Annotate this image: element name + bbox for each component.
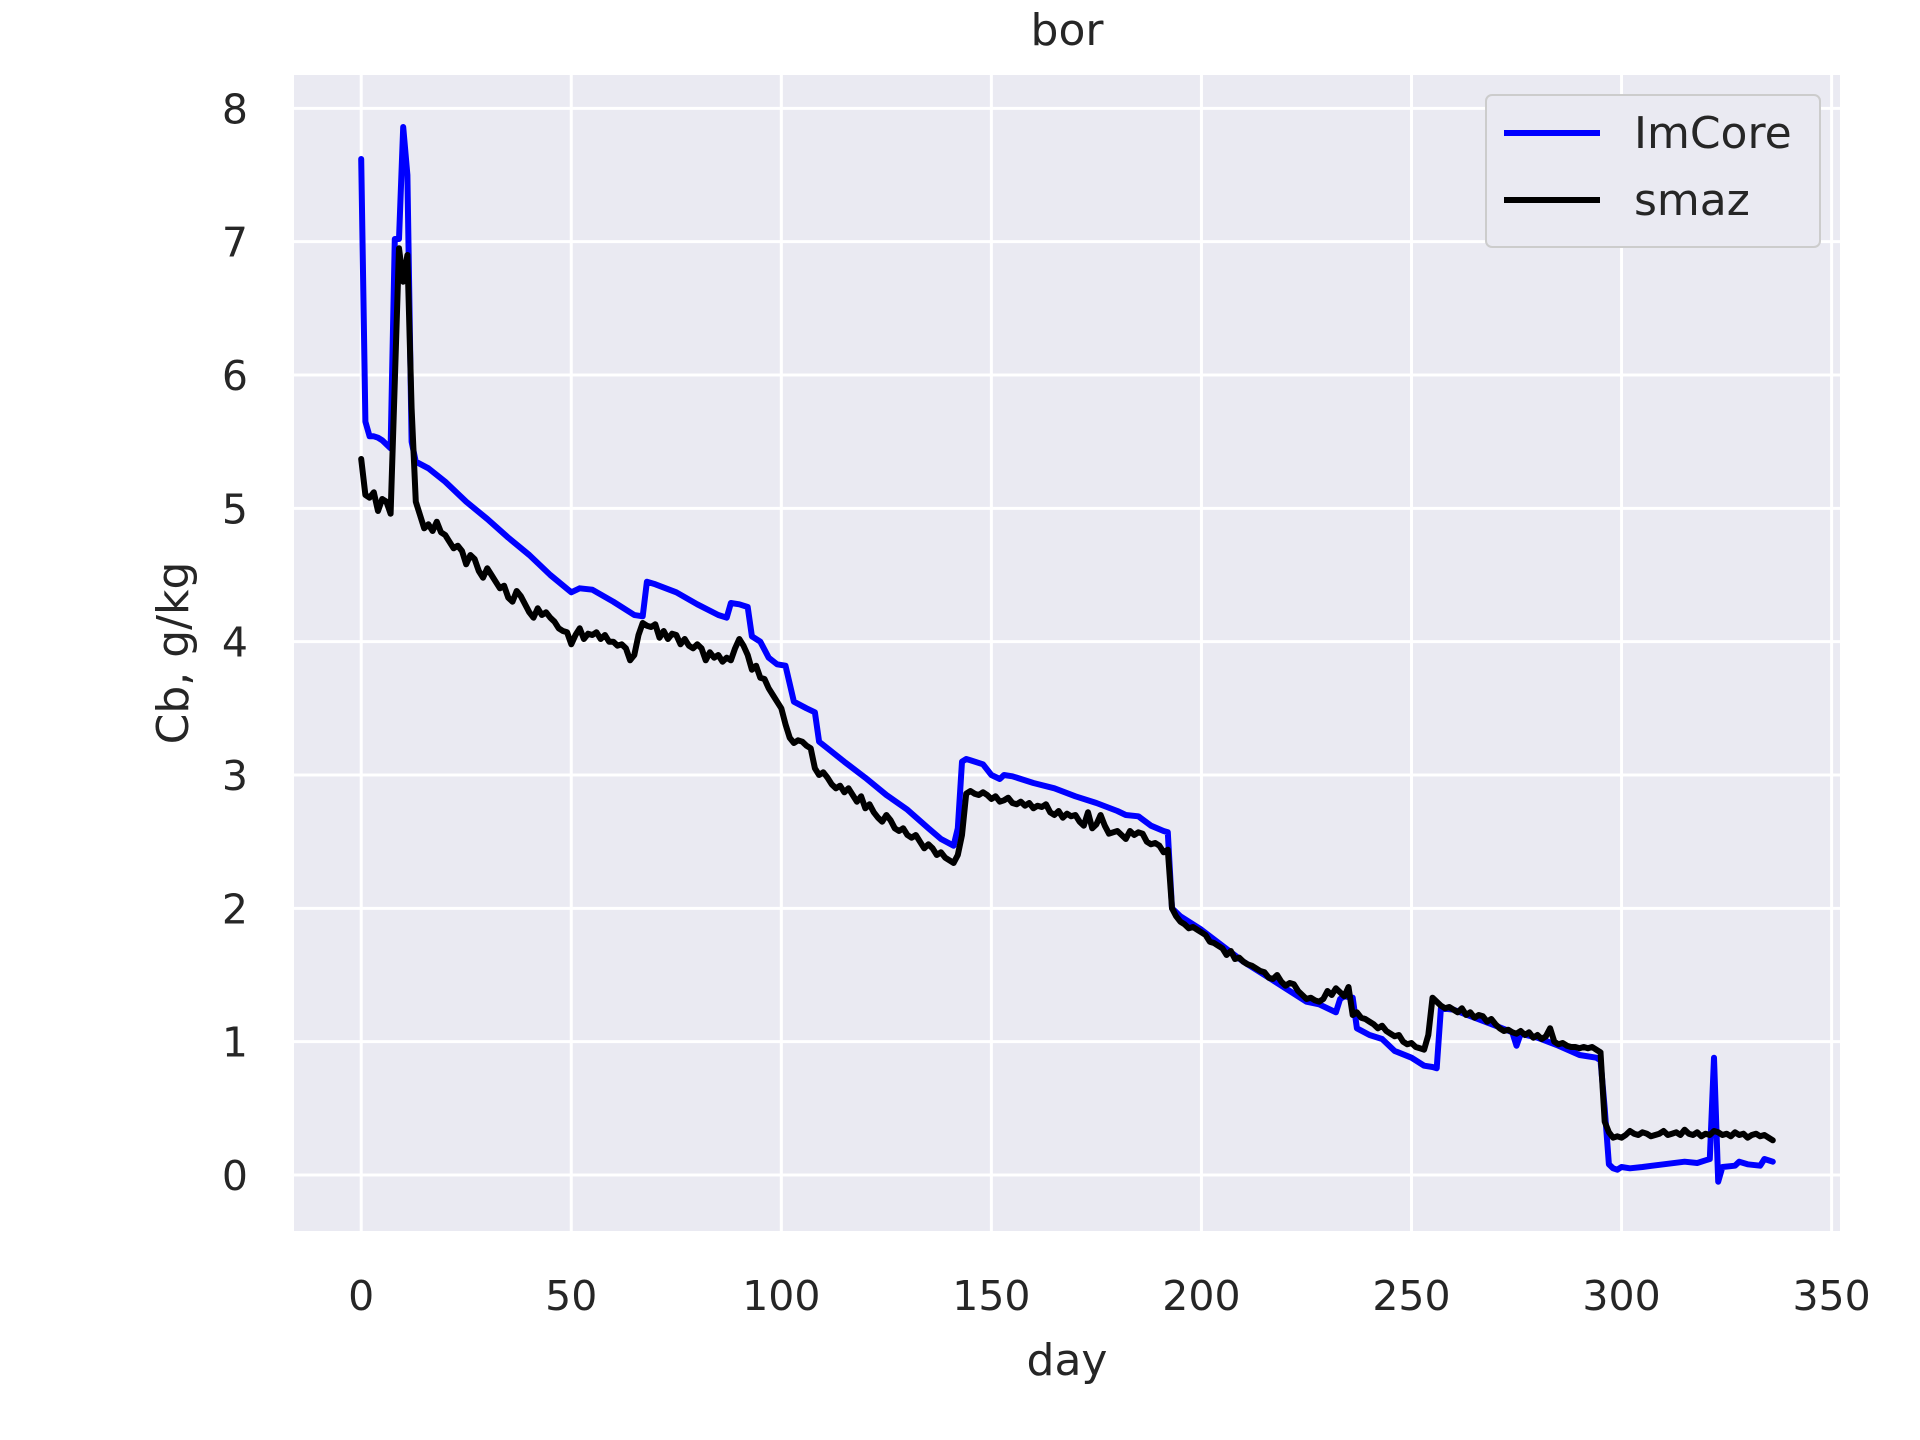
y-tick-label: 6 bbox=[222, 352, 248, 400]
x-tick-label: 100 bbox=[742, 1272, 820, 1320]
legend: ImCore smaz bbox=[1485, 94, 1821, 248]
x-tick-label: 250 bbox=[1372, 1272, 1450, 1320]
x-axis-title: day bbox=[1027, 1335, 1108, 1386]
grid-lines bbox=[294, 75, 1840, 1231]
y-axis-title: Cb, g/kg bbox=[148, 562, 199, 745]
legend-label-imcore: ImCore bbox=[1634, 108, 1792, 159]
legend-label-smaz: smaz bbox=[1634, 175, 1750, 226]
y-tick-label: 5 bbox=[222, 485, 248, 533]
y-tick-label: 0 bbox=[222, 1152, 248, 1200]
series-layer bbox=[358, 124, 1776, 1185]
x-axis-ticks: 0 50 100 150 200 250 300 350 bbox=[348, 1272, 1871, 1320]
y-tick-label: 4 bbox=[222, 619, 248, 667]
plot-background bbox=[294, 75, 1840, 1231]
y-tick-label: 3 bbox=[222, 752, 248, 800]
x-tick-label: 200 bbox=[1162, 1272, 1240, 1320]
x-tick-label: 50 bbox=[545, 1272, 597, 1320]
y-tick-label: 8 bbox=[222, 85, 248, 133]
chart-title: bor bbox=[1031, 5, 1105, 56]
y-axis-ticks: 0 1 2 3 4 5 6 7 8 bbox=[222, 85, 248, 1200]
x-tick-label: 150 bbox=[952, 1272, 1030, 1320]
x-tick-label: 0 bbox=[348, 1272, 374, 1320]
y-tick-label: 1 bbox=[222, 1019, 248, 1067]
y-tick-label: 7 bbox=[222, 219, 248, 267]
y-tick-label: 2 bbox=[222, 885, 248, 933]
x-tick-label: 350 bbox=[1792, 1272, 1870, 1320]
x-tick-label: 300 bbox=[1582, 1272, 1660, 1320]
series-line-smaz bbox=[358, 245, 1776, 1144]
